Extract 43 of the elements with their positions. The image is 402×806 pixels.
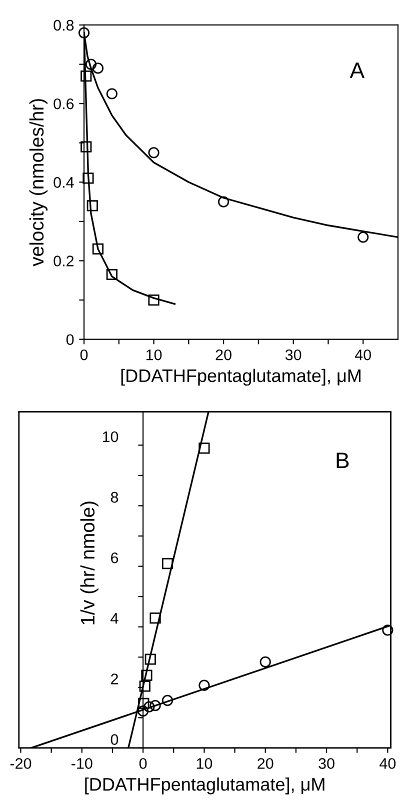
x-tick-label: 10 <box>196 758 212 769</box>
y-tick-label: 0.8 <box>54 20 74 31</box>
x-tick-label: 20 <box>216 349 232 360</box>
y-tick-label: 2 <box>111 674 118 684</box>
point <box>86 200 98 212</box>
point <box>85 58 97 70</box>
y-tick-label: 6 <box>111 552 118 564</box>
y-axis-title: 1/v (hr/ nmole) <box>80 502 98 624</box>
x-tick-label: 30 <box>318 758 334 769</box>
point <box>106 268 118 280</box>
y-axis-title: velocity (nmoles/hr) <box>29 99 48 266</box>
x-tick-label: -20 <box>10 758 32 769</box>
x-tick-label: 40 <box>380 758 396 769</box>
y-tick-label: 0.4 <box>54 177 74 188</box>
point <box>80 70 92 82</box>
y-tick-label: 10 <box>102 431 118 442</box>
y-tick-label: 0 <box>66 334 74 346</box>
point <box>80 141 92 152</box>
x-tick-label: 0 <box>139 758 147 769</box>
x-tick-label: -10 <box>72 758 92 769</box>
x-tick-label: 30 <box>285 349 302 360</box>
point <box>82 172 94 184</box>
point <box>148 147 160 158</box>
x-tick-label: 10 <box>146 349 162 360</box>
point <box>92 243 104 255</box>
y-tick-label: 0 <box>110 734 118 745</box>
x-axis-title: [DDATHFpentaglutamate], μM <box>85 777 324 794</box>
point <box>106 88 118 100</box>
annotation: A <box>350 62 365 78</box>
x-tick-label: 20 <box>258 758 274 769</box>
y-tick-label: 0.2 <box>54 256 74 266</box>
y-tick-label: 4 <box>110 613 118 624</box>
y-tick-label: 8 <box>110 492 118 503</box>
point <box>92 62 104 74</box>
x-axis-title: [DDATHFpentaglutamate], μM <box>121 368 360 386</box>
annotation: B <box>336 452 349 468</box>
x-tick-label: 40 <box>354 349 371 360</box>
point <box>358 232 369 243</box>
point <box>78 27 90 38</box>
point <box>148 294 160 306</box>
y-tick-label: 0.6 <box>54 98 74 110</box>
point <box>218 196 230 208</box>
x-tick-label: 0 <box>80 349 88 360</box>
